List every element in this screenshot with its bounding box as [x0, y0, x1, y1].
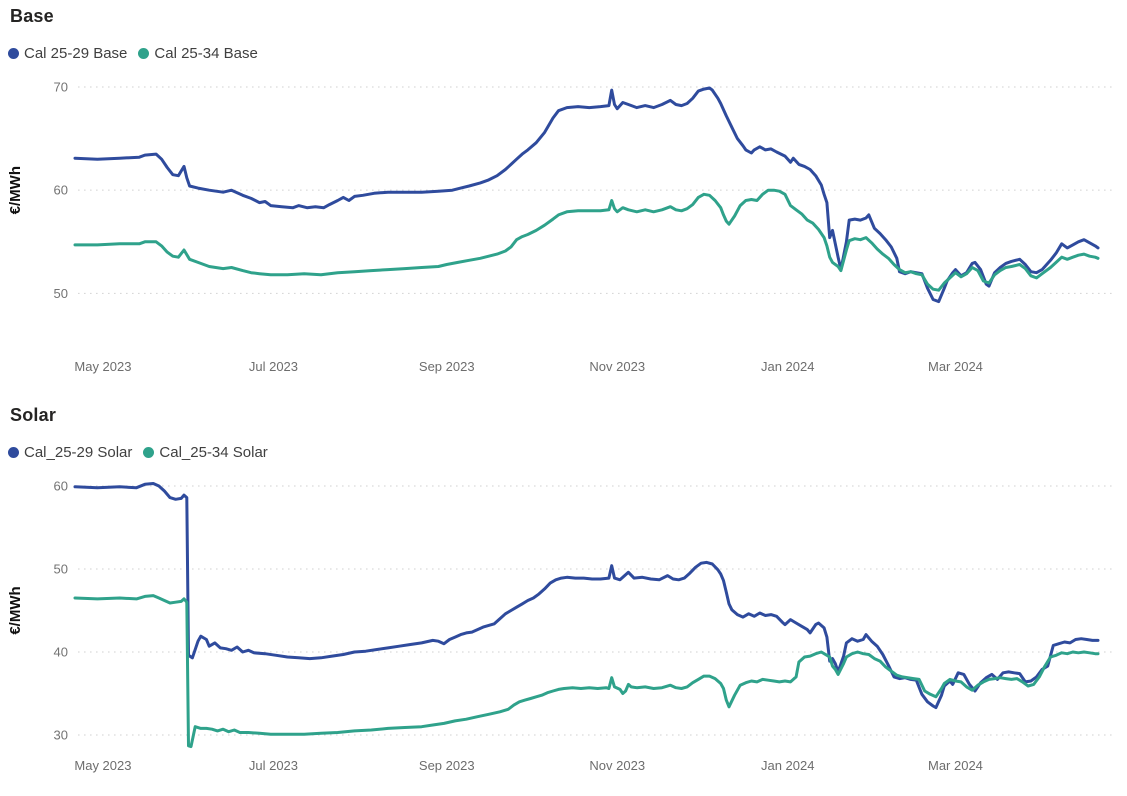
legend-label: Cal 25-34 Base	[154, 45, 258, 62]
y-axis-tick-label: 50	[54, 286, 68, 301]
base-chart-legend: Cal 25-29 Base Cal 25-34 Base	[8, 45, 269, 62]
y-axis-title: €/MWh	[7, 166, 24, 214]
y-axis-tick-label: 30	[54, 728, 68, 743]
solar-chart-legend: Cal_25-29 Solar Cal_25-34 Solar	[8, 444, 279, 461]
x-axis-tick-label: Mar 2024	[928, 359, 983, 374]
legend-dot-icon	[8, 48, 19, 59]
x-axis-tick-label: Jan 2024	[761, 758, 815, 773]
solar-chart-header: Solar	[10, 405, 56, 426]
x-axis-tick-label: Jul 2023	[249, 758, 298, 773]
x-axis-tick-label: May 2023	[74, 359, 131, 374]
legend-dot-icon	[138, 48, 150, 59]
series-line-cal-25-29-base[interactable]	[73, 86, 1100, 304]
y-axis-tick-label: 60	[54, 479, 68, 494]
legend-label: Cal_25-29 Solar	[24, 444, 133, 461]
y-axis-tick-label: 40	[54, 645, 68, 660]
x-axis-tick-label: Mar 2024	[928, 758, 983, 773]
legend-item-cal-25-29-solar[interactable]: Cal_25-29 Solar	[8, 444, 132, 461]
legend-label: Cal 25-29 Base	[24, 45, 128, 62]
series-line-cal-25-34-base[interactable]	[73, 188, 1100, 292]
x-axis-tick-label: Sep 2023	[419, 359, 475, 374]
base-chart-header: Base	[10, 6, 54, 27]
y-axis-tick-label: 60	[54, 183, 68, 198]
x-axis-tick-label: Sep 2023	[419, 758, 475, 773]
y-axis-tick-label: 70	[54, 80, 68, 95]
legend-item-cal-25-29-base[interactable]: Cal 25-29 Base	[8, 45, 127, 62]
x-axis-tick-label: Jul 2023	[249, 359, 298, 374]
legend-dot-icon	[8, 447, 19, 458]
base-chart-title: Base	[10, 6, 54, 26]
y-axis-tick-label: 50	[54, 562, 68, 577]
series-line-cal-25-34-solar[interactable]	[73, 594, 1100, 749]
legend-label: Cal_25-34 Solar	[159, 444, 268, 461]
x-axis-tick-label: May 2023	[74, 758, 131, 773]
x-axis-tick-label: Nov 2023	[589, 758, 645, 773]
x-axis-tick-label: Jan 2024	[761, 359, 815, 374]
y-axis-title: €/MWh	[7, 586, 24, 634]
legend-item-cal-25-34-base[interactable]: Cal 25-34 Base	[138, 45, 258, 62]
solar-chart-title: Solar	[10, 405, 57, 425]
legend-item-cal-25-34-solar[interactable]: Cal_25-34 Solar	[143, 444, 268, 461]
x-axis-tick-label: Nov 2023	[589, 359, 645, 374]
series-line-cal-25-29-solar[interactable]	[73, 482, 1100, 710]
legend-dot-icon	[143, 447, 155, 458]
